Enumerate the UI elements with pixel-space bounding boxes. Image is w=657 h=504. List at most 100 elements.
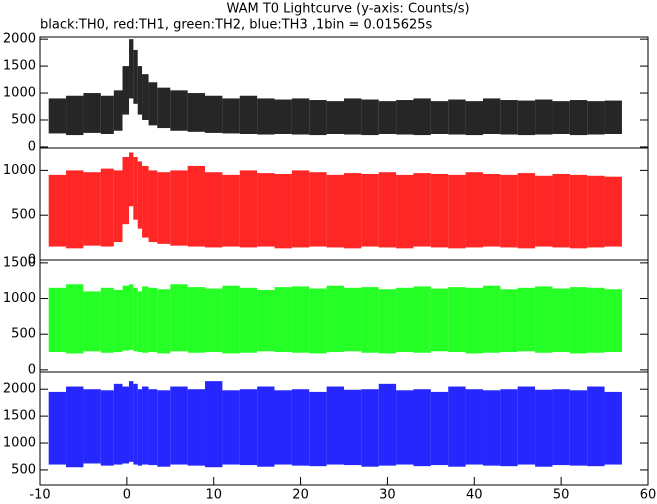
- range-bar: [133, 383, 138, 465]
- range-bar: [569, 100, 588, 136]
- range-bar: [326, 285, 344, 353]
- x-tick-label: 60: [640, 488, 657, 503]
- range-bar: [361, 389, 379, 467]
- range-bar: [129, 381, 134, 462]
- x-tick-label: 30: [379, 488, 396, 503]
- range-bar: [413, 389, 431, 467]
- chart-subtitle: black:TH0, red:TH1, green:TH2, blue:TH3 …: [40, 18, 433, 33]
- range-bar: [113, 170, 123, 243]
- range-bar: [133, 156, 138, 220]
- range-bar: [604, 100, 622, 134]
- range-bar: [396, 100, 414, 135]
- range-bar: [187, 287, 206, 353]
- y-tick-label: 2000: [3, 32, 36, 47]
- range-bar: [430, 101, 449, 134]
- range-bar: [430, 288, 449, 352]
- range-bar: [205, 288, 223, 353]
- range-bar: [482, 173, 501, 247]
- range-bar: [344, 98, 362, 135]
- range-bar: [113, 90, 123, 131]
- y-tick-label: 1000: [3, 86, 36, 101]
- range-bar: [129, 284, 134, 350]
- range-bar: [552, 173, 570, 248]
- y-tick-label: 500: [11, 462, 36, 477]
- range-bar: [48, 174, 67, 247]
- range-bar: [448, 386, 466, 467]
- range-bar: [142, 165, 149, 238]
- range-bar: [129, 39, 134, 99]
- range-bar: [100, 390, 114, 466]
- range-bar: [122, 156, 130, 225]
- range-bar: [517, 173, 536, 249]
- range-bar: [137, 161, 143, 229]
- range-bar: [361, 99, 379, 136]
- y-tick-label: 500: [11, 327, 36, 342]
- range-bar: [205, 95, 223, 133]
- range-bar: [517, 100, 536, 136]
- range-bar: [569, 287, 588, 354]
- range-bar: [66, 386, 84, 468]
- x-tick-label: 40: [466, 488, 483, 503]
- range-bar: [569, 390, 588, 466]
- chart-title: WAM T0 Lightcurve (y-axis: Counts/s): [226, 2, 469, 17]
- range-bar: [66, 95, 84, 136]
- range-bar: [587, 287, 605, 353]
- range-bar: [257, 289, 275, 352]
- range-bar: [448, 287, 466, 353]
- range-bar: [309, 172, 327, 247]
- range-bar: [413, 98, 431, 136]
- y-tick-label: 500: [11, 208, 36, 223]
- panel-frame: [39, 371, 649, 486]
- range-bar: [326, 174, 344, 248]
- range-bar: [100, 287, 114, 353]
- range-bar: [83, 172, 101, 246]
- range-bar: [187, 389, 206, 466]
- range-bar: [361, 287, 379, 353]
- range-bar: [291, 286, 310, 353]
- y-tick-label: 500: [11, 112, 36, 127]
- range-bar: [378, 383, 397, 466]
- range-bar: [48, 98, 67, 134]
- range-bar: [274, 287, 292, 353]
- y-tick-label: 0: [28, 253, 36, 268]
- range-bar: [396, 390, 414, 465]
- range-bar: [344, 389, 362, 466]
- range-bar: [587, 175, 605, 248]
- range-bar: [257, 386, 275, 467]
- range-bar: [257, 98, 275, 135]
- range-bar: [129, 152, 134, 207]
- range-bar: [465, 287, 483, 354]
- range-bar: [157, 87, 171, 129]
- range-bar: [157, 289, 171, 354]
- range-bar: [517, 386, 536, 465]
- range-bar: [465, 101, 483, 136]
- range-bar: [239, 170, 258, 248]
- range-bar: [148, 389, 158, 466]
- range-bar: [170, 170, 188, 246]
- range-bar: [122, 285, 130, 351]
- range-bar: [122, 66, 130, 115]
- range-bar: [148, 82, 158, 126]
- x-tick-label: -10: [29, 488, 50, 503]
- range-bar: [291, 170, 310, 248]
- range-bar: [83, 93, 101, 133]
- range-bar: [482, 285, 501, 353]
- range-bar: [170, 90, 188, 131]
- range-bar: [326, 101, 344, 134]
- y-tick-label: 1000: [3, 436, 36, 451]
- y-tick-label: 1500: [3, 255, 36, 270]
- range-bar: [274, 173, 292, 249]
- range-bar: [309, 100, 327, 136]
- range-bar: [517, 287, 536, 352]
- x-tick-label: 20: [292, 488, 309, 503]
- range-bar: [66, 284, 84, 354]
- range-bar: [569, 174, 588, 249]
- range-bar: [48, 391, 67, 465]
- range-bar: [48, 287, 67, 353]
- range-bar: [137, 389, 143, 466]
- range-bar: [430, 173, 449, 248]
- range-bar: [100, 168, 114, 247]
- range-bar: [148, 287, 158, 353]
- y-tick-label: 1000: [3, 163, 36, 178]
